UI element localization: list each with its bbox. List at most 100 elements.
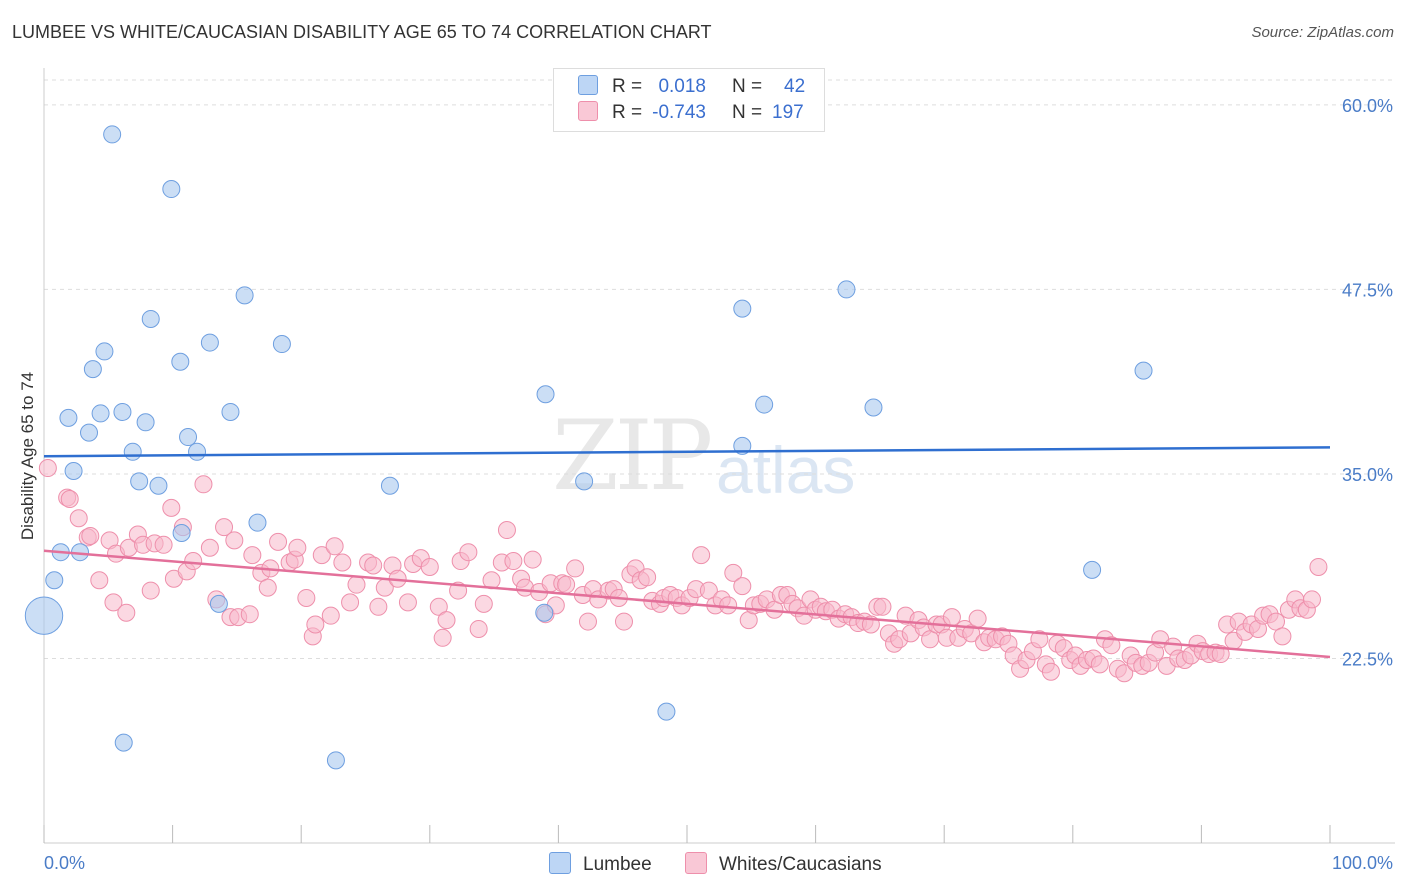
y-tick-label: 60.0% [1342,96,1393,116]
lumbee-label: Lumbee [583,854,652,875]
legend-item-lumbee[interactable]: Lumbee [549,852,652,876]
whites-point [523,550,542,569]
whites-point [369,597,388,616]
legend-item-whites[interactable]: Whites/Caucasians [685,852,882,876]
lumbee-point [733,299,752,318]
lumbee-point [837,280,856,299]
lumbee-point [657,702,676,721]
whites-point [200,538,219,557]
lumbee-point [200,333,219,352]
lumbee-point [83,360,102,379]
lumbee-trend-line [43,446,1331,458]
lumbee-point [64,462,83,480]
whites-point [504,552,523,571]
axis-labels: 22.5% 35.0% 47.5% 60.0% 0.0% 100.0% Disability… [18,96,1393,873]
correlation-legend: R = 0.018 N = 42 R = -0.743 N = 197 [553,68,825,132]
whites-point [38,459,57,478]
whites-point [437,611,456,630]
lumbee-point [24,596,64,635]
whites-point [1115,664,1134,683]
lumbee-point [272,335,291,354]
whites-point [240,605,259,624]
lumbee-point [113,402,132,421]
lumbee-point [248,513,267,532]
lumbee-point [95,342,114,361]
lumbee-point [221,402,240,421]
whites-point [60,490,79,509]
lumbee-point [136,413,155,432]
whites-point [1090,655,1109,674]
y-axis-title: Disability Age 65 to 74 [18,372,37,540]
whites-point [215,518,234,537]
whites-point [347,575,366,594]
whites-point [566,559,585,578]
whites-point [719,596,738,615]
whites-point [69,509,88,528]
lumbee-point [123,442,142,461]
whites-point [420,557,439,576]
y-tick-label: 35.0% [1342,465,1393,485]
lumbee-point [171,352,190,371]
whites-point [269,532,288,551]
lumbee-swatch [578,75,598,95]
legend-n-label: N = [732,76,763,97]
whites-point [733,577,752,596]
whites-point [162,498,181,517]
whites-point [469,619,488,638]
whites-point [1273,627,1292,646]
whites-point [1302,590,1321,609]
whites-point [154,535,173,554]
gridlines [44,79,1395,659]
lumbee-point [162,180,181,199]
whites-point [1030,630,1049,649]
lumbee-point [235,286,254,305]
whites-point [297,588,316,607]
whites-point [942,608,961,627]
series-legend: Lumbee Whites/Caucasians [0,852,1406,878]
lumbee-points [24,125,1153,770]
whites-swatch [685,852,707,874]
lumbee-point [114,733,133,752]
lumbee-point [149,476,168,495]
lumbee-point [380,476,399,495]
legend-row-whites: R = -0.743 N = 197 [578,101,804,127]
whites-point [873,597,892,616]
whites-point [578,612,597,631]
whites-point [81,526,100,545]
whites-point [333,553,352,572]
whites-point [184,552,203,571]
trend-lines [43,446,1331,659]
whites-point [141,581,160,600]
lumbee-point [535,603,554,622]
whites-point [306,615,325,634]
whites-point [497,521,516,540]
lumbee-point [80,423,99,442]
whites-point [433,628,452,647]
x-tick-label: 100.0% [1332,853,1393,873]
legend-n-label: N = [732,102,763,123]
whites-point [429,597,448,616]
legend-r-label: R = [612,102,643,123]
whites-point [258,578,277,597]
legend-n-value: 42 [784,76,806,97]
lumbee-point [59,408,78,427]
lumbee-point [91,404,110,423]
lumbee-point [141,309,160,328]
whites-point [1211,645,1230,664]
whites-point [459,543,478,562]
lumbee-point [575,472,594,491]
whites-point [325,537,344,556]
whites-point [557,575,576,594]
whites-point [341,593,360,612]
whites-points [38,459,1328,683]
lumbee-point [864,398,883,417]
whites-point [968,609,987,628]
whites-point [1309,557,1328,576]
watermark-zip: ZIP [552,400,713,512]
lumbee-point [536,385,555,404]
lumbee-point [1083,560,1102,579]
legend-n-value: 197 [772,102,804,123]
lumbee-point [172,524,191,542]
lumbee-point [103,125,122,144]
